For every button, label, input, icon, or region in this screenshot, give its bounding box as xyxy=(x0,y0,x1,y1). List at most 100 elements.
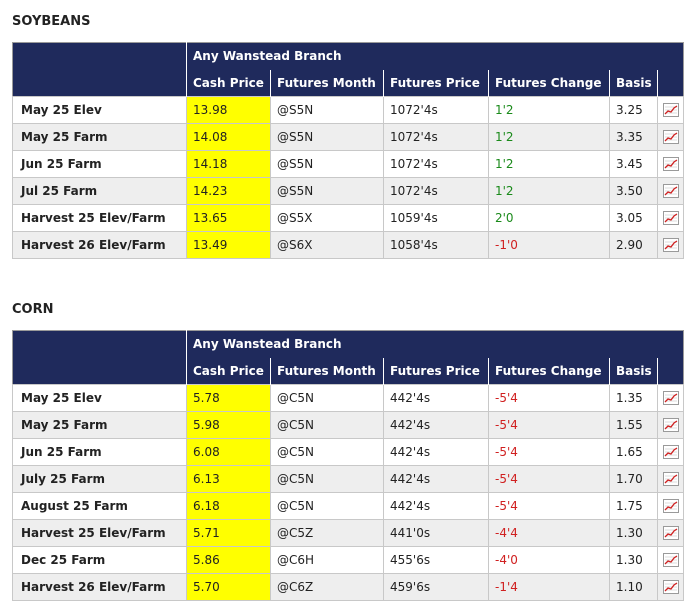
chart-icon xyxy=(662,472,679,487)
basis-cell: 1.70 xyxy=(609,465,658,493)
basis-cell: 1.10 xyxy=(609,573,658,601)
chart-link[interactable] xyxy=(657,204,684,232)
chart-link[interactable] xyxy=(657,150,684,178)
cash-price-cell: 5.71 xyxy=(186,519,271,547)
table-row: Harvest 25 Elev/Farm 13.65 @S5X 1059'4s 2'0 3… xyxy=(12,204,684,232)
cash-price-cell: 5.98 xyxy=(186,411,271,439)
futures-change-cell: -5'4 xyxy=(488,492,610,520)
futures-month-cell: @S5N xyxy=(270,150,384,178)
table-row: July 25 Farm 6.13 @C5N 442'4s -5'4 1.70 xyxy=(12,465,684,493)
chart-icon xyxy=(662,157,679,172)
column-header-cash-price: Cash Price xyxy=(186,69,271,97)
header-blank xyxy=(12,330,187,358)
table-row: Jun 25 Farm 14.18 @S5N 1072'4s 1'2 3.45 xyxy=(12,150,684,178)
futures-price-cell: 1072'4s xyxy=(383,123,489,151)
chart-link[interactable] xyxy=(657,177,684,205)
futures-month-cell: @S6X xyxy=(270,231,384,259)
futures-month-cell: @C5N xyxy=(270,492,384,520)
location-header: Any Wanstead Branch xyxy=(186,42,684,70)
futures-change-cell: 1'2 xyxy=(488,123,610,151)
chart-icon xyxy=(662,445,679,460)
delivery-name-cell: August 25 Farm xyxy=(12,492,187,520)
cash-price-cell: 6.08 xyxy=(186,438,271,466)
cash-price-cell: 13.49 xyxy=(186,231,271,259)
chart-icon xyxy=(662,211,679,226)
chart-icon xyxy=(662,580,679,595)
chart-link[interactable] xyxy=(657,231,684,259)
location-header: Any Wanstead Branch xyxy=(186,330,684,358)
futures-month-cell: @C5N xyxy=(270,438,384,466)
futures-change-cell: -5'4 xyxy=(488,438,610,466)
futures-change-cell: 2'0 xyxy=(488,204,610,232)
futures-price-cell: 1072'4s xyxy=(383,96,489,124)
chart-icon xyxy=(662,103,679,118)
chart-icon xyxy=(662,553,679,568)
table-row: Harvest 25 Elev/Farm 5.71 @C5Z 441'0s -4'4 1.… xyxy=(12,519,684,547)
chart-link[interactable] xyxy=(657,519,684,547)
cash-price-cell: 14.23 xyxy=(186,177,271,205)
chart-link[interactable] xyxy=(657,123,684,151)
futures-price-cell: 1058'4s xyxy=(383,231,489,259)
corn-bids-table: Any Wanstead Branch Cash Price Futures M… xyxy=(12,330,684,601)
chart-link[interactable] xyxy=(657,465,684,493)
chart-link[interactable] xyxy=(657,573,684,601)
basis-cell: 1.65 xyxy=(609,438,658,466)
delivery-name-cell: Jun 25 Farm xyxy=(12,150,187,178)
futures-price-cell: 442'4s xyxy=(383,438,489,466)
futures-month-cell: @S5N xyxy=(270,123,384,151)
column-header-cash-price: Cash Price xyxy=(186,357,271,385)
futures-month-cell: @S5X xyxy=(270,204,384,232)
column-header-futures-month: Futures Month xyxy=(270,357,384,385)
delivery-name-cell: May 25 Elev xyxy=(12,384,187,412)
futures-month-cell: @C5Z xyxy=(270,519,384,547)
chart-link[interactable] xyxy=(657,546,684,574)
basis-cell: 1.75 xyxy=(609,492,658,520)
futures-month-cell: @S5N xyxy=(270,177,384,205)
futures-change-cell: 1'2 xyxy=(488,96,610,124)
basis-cell: 3.45 xyxy=(609,150,658,178)
chart-link[interactable] xyxy=(657,411,684,439)
cash-price-cell: 6.13 xyxy=(186,465,271,493)
cash-price-cell: 14.18 xyxy=(186,150,271,178)
chart-link[interactable] xyxy=(657,384,684,412)
delivery-name-cell: Harvest 25 Elev/Farm xyxy=(12,519,187,547)
chart-link[interactable] xyxy=(657,96,684,124)
column-header-futures-change: Futures Change xyxy=(488,69,610,97)
chart-icon xyxy=(662,526,679,541)
futures-change-cell: 1'2 xyxy=(488,150,610,178)
delivery-name-cell: Jul 25 Farm xyxy=(12,177,187,205)
column-header-futures-price: Futures Price xyxy=(383,69,489,97)
basis-cell: 2.90 xyxy=(609,231,658,259)
table-row: Harvest 26 Elev/Farm 13.49 @S6X 1058'4s -1'0… xyxy=(12,231,684,259)
table-row: Dec 25 Farm 5.86 @C6H 455'6s -4'0 1.30 xyxy=(12,546,684,574)
delivery-name-cell: Harvest 26 Elev/Farm xyxy=(12,231,187,259)
cash-price-cell: 13.98 xyxy=(186,96,271,124)
chart-link[interactable] xyxy=(657,492,684,520)
basis-cell: 3.05 xyxy=(609,204,658,232)
futures-change-cell: -1'4 xyxy=(488,573,610,601)
futures-change-cell: -5'4 xyxy=(488,411,610,439)
chart-link[interactable] xyxy=(657,438,684,466)
delivery-name-cell: Dec 25 Farm xyxy=(12,546,187,574)
column-header-basis: Basis xyxy=(609,69,658,97)
futures-change-cell: -1'0 xyxy=(488,231,610,259)
delivery-name-cell: May 25 Elev xyxy=(12,96,187,124)
chart-icon xyxy=(662,499,679,514)
futures-month-cell: @C5N xyxy=(270,411,384,439)
chart-icon xyxy=(662,184,679,199)
futures-month-cell: @S5N xyxy=(270,96,384,124)
table-row: May 25 Elev 13.98 @S5N 1072'4s 1'2 3.25 xyxy=(12,96,684,124)
cash-price-cell: 5.86 xyxy=(186,546,271,574)
header-blank xyxy=(12,69,187,97)
chart-icon xyxy=(662,130,679,145)
futures-month-cell: @C5N xyxy=(270,384,384,412)
futures-price-cell: 442'4s xyxy=(383,465,489,493)
table-row: Harvest 26 Elev/Farm 5.70 @C6Z 459'6s -1'4 1.… xyxy=(12,573,684,601)
futures-price-cell: 442'4s xyxy=(383,411,489,439)
futures-month-cell: @C5N xyxy=(270,465,384,493)
soybeans-section-title: SOYBEANS xyxy=(12,14,91,29)
delivery-name-cell: Jun 25 Farm xyxy=(12,438,187,466)
table-row: May 25 Farm 14.08 @S5N 1072'4s 1'2 3.35 xyxy=(12,123,684,151)
delivery-name-cell: Harvest 25 Elev/Farm xyxy=(12,204,187,232)
basis-cell: 3.35 xyxy=(609,123,658,151)
